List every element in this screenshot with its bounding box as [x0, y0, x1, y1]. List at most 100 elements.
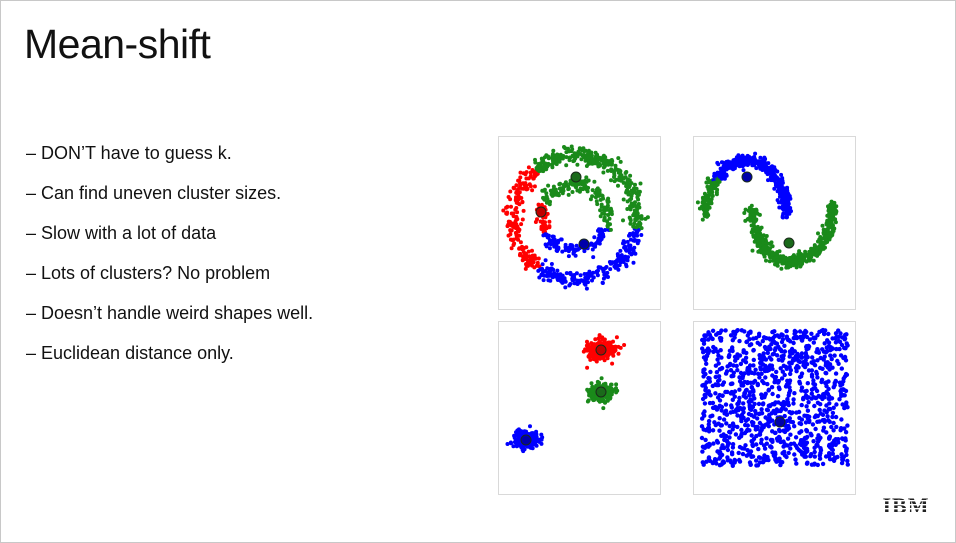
point	[548, 269, 553, 274]
point	[765, 365, 770, 371]
point	[797, 381, 803, 386]
point	[611, 353, 616, 358]
point	[826, 340, 832, 345]
point	[561, 188, 566, 193]
point	[615, 258, 620, 263]
point	[609, 261, 614, 266]
point	[543, 242, 548, 247]
point	[771, 335, 776, 341]
point	[782, 372, 787, 378]
point	[725, 164, 730, 169]
point	[554, 245, 559, 250]
point	[838, 353, 844, 358]
point	[809, 368, 815, 373]
point	[735, 401, 740, 407]
point	[749, 398, 754, 404]
point	[599, 376, 604, 381]
point	[804, 388, 809, 394]
point	[802, 332, 807, 337]
bullet-item: – Can find uneven cluster sizes.	[26, 183, 282, 203]
point	[765, 408, 771, 413]
point	[754, 458, 759, 463]
point	[514, 444, 519, 449]
point	[627, 197, 632, 202]
point	[776, 357, 781, 362]
point	[605, 207, 610, 212]
point	[512, 186, 517, 191]
point	[515, 439, 520, 444]
point	[591, 398, 596, 403]
point	[806, 253, 811, 258]
point	[597, 333, 602, 338]
blobs-cluster-plot	[498, 321, 661, 495]
point	[802, 454, 807, 459]
point	[798, 334, 803, 340]
point	[560, 273, 565, 278]
point	[592, 179, 597, 184]
point	[839, 387, 844, 393]
point	[702, 401, 708, 406]
point	[826, 418, 831, 423]
point	[787, 211, 792, 216]
point	[844, 452, 849, 458]
point	[792, 452, 797, 457]
point	[759, 395, 765, 400]
point	[705, 442, 710, 447]
cluster-center	[535, 206, 547, 218]
point	[842, 337, 847, 342]
point	[788, 432, 793, 437]
point	[776, 427, 782, 433]
point	[542, 164, 546, 169]
point	[567, 245, 571, 250]
point	[706, 422, 711, 427]
point	[524, 263, 529, 268]
point	[712, 457, 718, 462]
point	[628, 207, 633, 212]
point	[741, 401, 746, 406]
point	[781, 439, 786, 444]
point	[559, 237, 564, 242]
point	[700, 416, 705, 421]
point	[550, 165, 555, 170]
point	[509, 204, 513, 209]
point	[725, 160, 730, 165]
point	[843, 436, 848, 441]
point	[601, 170, 606, 175]
point	[605, 168, 610, 173]
point	[715, 357, 720, 362]
point	[829, 221, 834, 226]
point	[792, 328, 797, 334]
cluster-center	[520, 434, 532, 446]
point	[810, 355, 815, 360]
point	[635, 210, 640, 215]
point	[769, 357, 774, 362]
point	[770, 366, 775, 372]
point	[775, 169, 780, 174]
point	[540, 262, 545, 267]
point	[748, 452, 753, 457]
point	[829, 424, 834, 430]
point	[700, 444, 706, 449]
point	[597, 233, 602, 238]
point	[742, 430, 748, 436]
point	[710, 428, 716, 433]
point	[747, 363, 753, 368]
point	[772, 186, 777, 191]
point	[515, 432, 520, 437]
point	[513, 197, 518, 202]
point	[590, 194, 595, 199]
point	[773, 430, 778, 435]
point	[570, 147, 575, 152]
point	[761, 356, 766, 361]
point	[735, 368, 740, 373]
point	[583, 347, 588, 352]
point	[525, 186, 530, 191]
point	[747, 390, 753, 395]
point	[811, 258, 816, 263]
point	[585, 365, 590, 370]
point	[803, 420, 809, 425]
point	[820, 396, 825, 402]
point	[569, 243, 574, 248]
point	[567, 271, 572, 276]
point	[746, 208, 751, 213]
